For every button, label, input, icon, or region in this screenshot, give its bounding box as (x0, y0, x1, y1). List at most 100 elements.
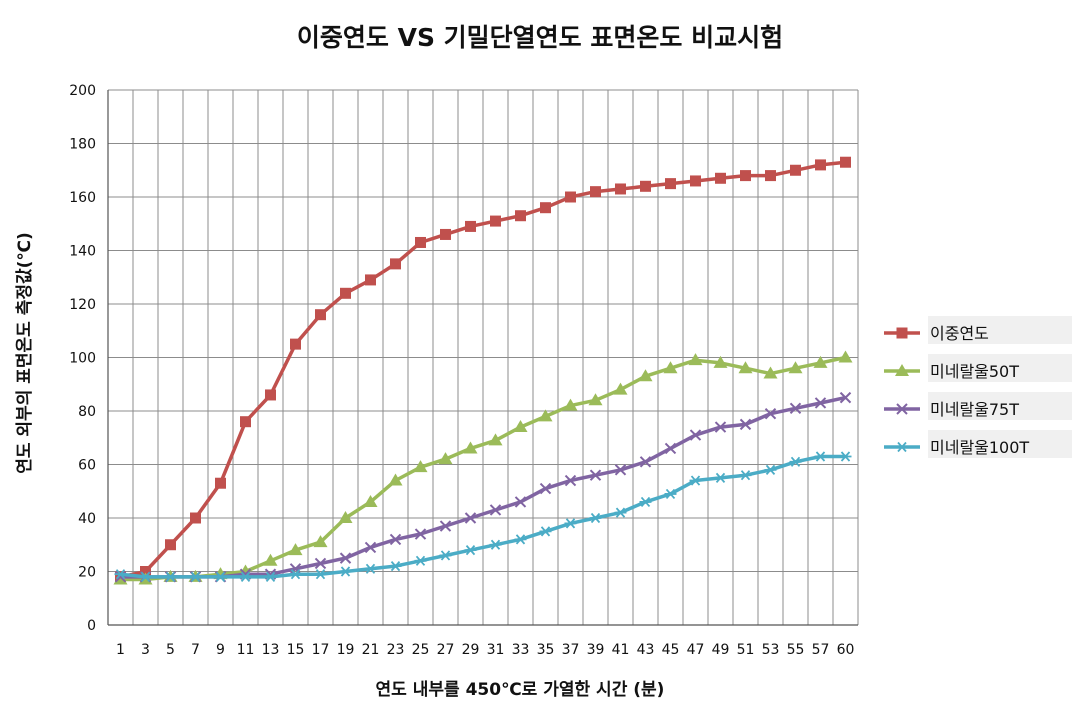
data-point (464, 512, 477, 524)
data-point (663, 361, 678, 374)
data-point (713, 355, 728, 368)
data-point (239, 571, 252, 582)
data-point (389, 533, 402, 546)
legend-label: 이중연도 (930, 324, 989, 343)
data-point (814, 451, 827, 462)
data-point (313, 535, 328, 548)
x-tick-label: 39 (587, 642, 605, 658)
data-point (613, 382, 628, 395)
data-point (839, 391, 852, 404)
data-point (215, 477, 226, 489)
x-tick-label: 57 (812, 642, 830, 658)
x-tick-label: 19 (337, 642, 355, 658)
y-tick-label: 20 (78, 565, 96, 581)
data-point (563, 398, 578, 411)
legend-marker (896, 403, 908, 415)
data-point (589, 469, 602, 481)
y-tick-label: 80 (78, 404, 96, 420)
data-point (840, 156, 851, 168)
data-point (338, 511, 353, 523)
x-tick-label: 25 (412, 642, 430, 658)
data-point (414, 528, 427, 540)
data-point (765, 170, 776, 182)
data-point (640, 180, 651, 192)
data-point (690, 175, 701, 187)
x-tick-label: 5 (166, 642, 175, 658)
data-point (363, 494, 378, 507)
x-tick-label: 47 (687, 642, 705, 658)
data-point (565, 191, 576, 203)
data-point (190, 512, 201, 524)
data-point (814, 397, 827, 409)
data-point (788, 361, 803, 374)
data-point (763, 366, 778, 379)
x-tick-label: 13 (262, 642, 280, 658)
x-tick-label: 29 (462, 642, 480, 658)
data-point (390, 258, 401, 270)
data-point (615, 183, 626, 195)
data-point (289, 569, 302, 580)
x-tick-label: 9 (216, 642, 225, 658)
data-point (165, 539, 176, 551)
data-point (389, 561, 402, 572)
data-point (140, 566, 151, 577)
data-point (790, 164, 801, 176)
series-line (120, 395, 846, 579)
data-point (438, 452, 453, 465)
data-point (489, 504, 502, 516)
series-group (113, 156, 853, 585)
data-point (588, 393, 603, 406)
data-point (464, 545, 477, 556)
x-tick-label: 11 (237, 642, 255, 658)
data-point (540, 202, 551, 214)
data-point (114, 569, 127, 580)
x-tick-label: 60 (837, 642, 855, 658)
data-point (689, 475, 702, 486)
data-point (364, 563, 377, 574)
data-point (589, 512, 602, 524)
data-point (539, 482, 552, 495)
legend-item-background (928, 316, 1072, 344)
x-tick-label: 1 (116, 642, 125, 658)
legend-label: 미네랄울100T (930, 438, 1029, 457)
series-1 (115, 156, 851, 583)
x-tick-label: 21 (362, 642, 380, 658)
y-tick-label: 200 (69, 83, 96, 99)
y-tick-label: 100 (69, 351, 96, 367)
data-point (314, 569, 327, 580)
data-point (538, 409, 553, 422)
x-tick-label: 51 (737, 642, 755, 658)
x-tick-label: 55 (787, 642, 805, 658)
data-point (764, 407, 777, 420)
data-point (789, 402, 802, 415)
data-point (315, 309, 326, 321)
data-point (839, 451, 852, 462)
data-point (189, 571, 202, 582)
data-point (564, 474, 577, 487)
data-point (738, 361, 753, 374)
x-tick-label: 15 (287, 642, 305, 658)
y-tick-label: 40 (78, 511, 96, 527)
data-point (365, 274, 376, 286)
data-point (263, 553, 278, 566)
x-tick-label: 7 (191, 642, 200, 658)
data-point (463, 441, 478, 454)
x-tick-label: 17 (312, 642, 330, 658)
data-point (838, 350, 853, 363)
data-point (288, 543, 303, 556)
data-point (139, 571, 152, 582)
legend-marker (895, 364, 909, 376)
legend-item-background (928, 392, 1072, 420)
x-tick-label: 53 (762, 642, 780, 658)
data-point (688, 353, 703, 366)
data-point (789, 456, 802, 467)
data-point (664, 442, 677, 455)
data-point (413, 460, 428, 473)
data-point (489, 539, 502, 550)
data-point (564, 518, 577, 529)
data-point (639, 456, 652, 468)
data-point (339, 552, 352, 564)
y-axis-title: 연도 외부의 표면온도 측정값(℃) (15, 232, 35, 474)
data-point (414, 555, 427, 566)
